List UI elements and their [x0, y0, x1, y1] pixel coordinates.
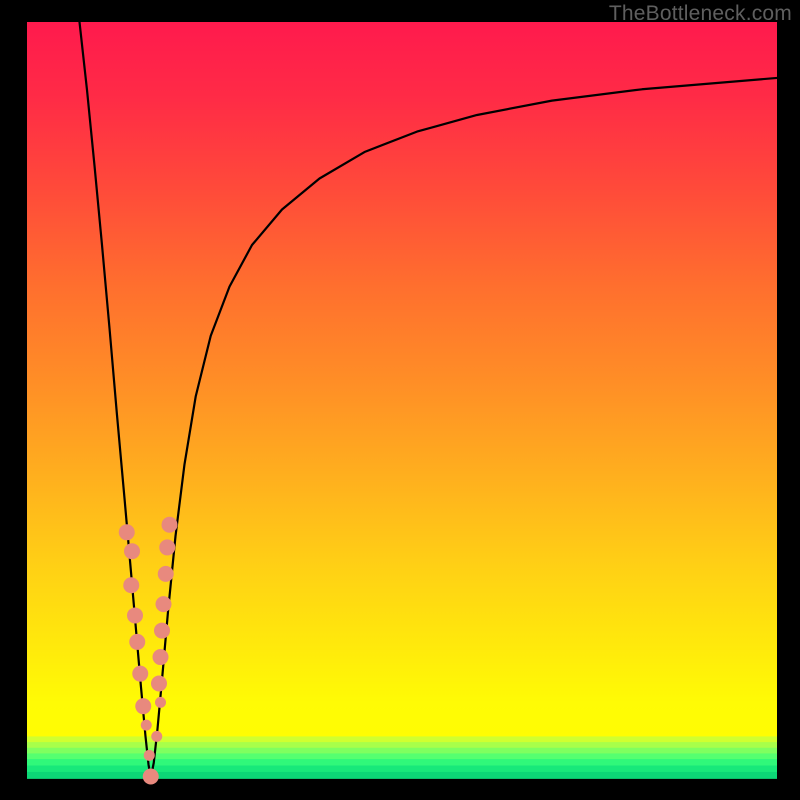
data-marker: [155, 697, 166, 708]
green-bands: [27, 736, 777, 778]
data-marker: [153, 649, 169, 665]
data-marker: [143, 768, 159, 784]
data-marker: [124, 543, 140, 559]
bottleneck-plot: [0, 0, 800, 800]
data-marker: [129, 634, 145, 650]
data-marker: [159, 539, 175, 555]
data-marker: [127, 607, 143, 623]
data-marker: [151, 676, 167, 692]
data-marker: [158, 566, 174, 582]
data-marker: [141, 720, 152, 731]
data-marker: [132, 666, 148, 682]
data-marker: [123, 577, 139, 593]
data-marker: [135, 698, 151, 714]
data-marker: [162, 517, 178, 533]
watermark-text: TheBottleneck.com: [609, 2, 792, 26]
data-marker: [151, 731, 162, 742]
data-marker: [154, 623, 170, 639]
data-marker: [156, 596, 172, 612]
data-marker: [119, 524, 135, 540]
chart-frame: TheBottleneck.com: [0, 0, 800, 800]
data-marker: [144, 750, 155, 761]
